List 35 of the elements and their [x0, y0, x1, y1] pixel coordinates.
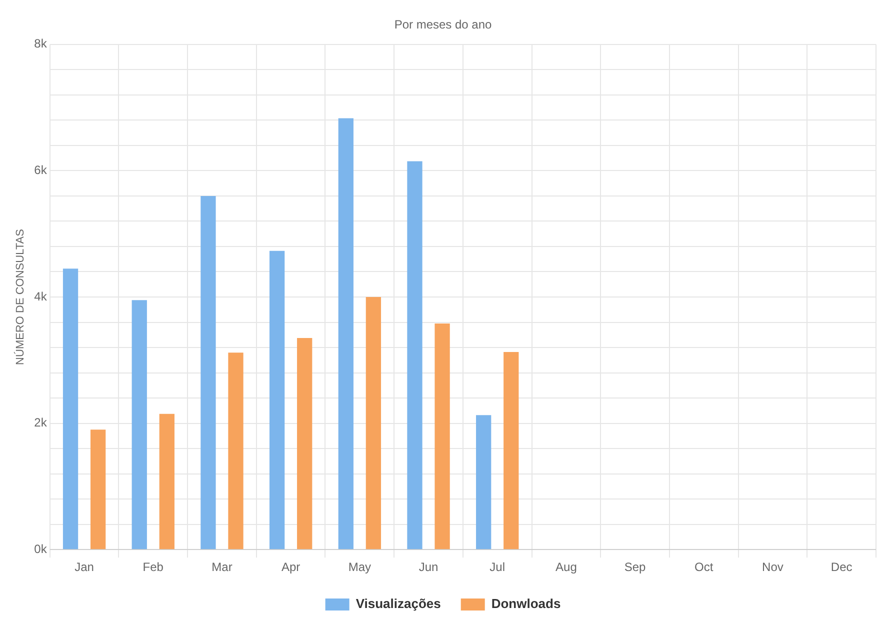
bar: [504, 352, 519, 550]
y-axis-title: NÚMERO DE CONSULTAS: [14, 229, 27, 365]
x-tick-label: Dec: [830, 560, 852, 574]
bar: [407, 161, 422, 550]
bar: [90, 430, 106, 550]
x-tick-label: Apr: [281, 560, 300, 574]
x-tick-label: Mar: [212, 560, 232, 574]
x-tick-label: Jul: [490, 560, 506, 574]
legend-label: Visualizações: [356, 596, 441, 612]
bar: [132, 300, 147, 550]
bar: [159, 414, 174, 550]
bar: [434, 324, 450, 550]
x-tick-label: May: [348, 560, 372, 574]
x-tick-label: Feb: [142, 560, 164, 574]
x-tick-label: Jun: [418, 560, 438, 574]
bar: [338, 118, 354, 550]
y-tick-label: 6k: [34, 163, 48, 178]
chart-subtitle: Por meses do ano: [394, 18, 492, 32]
bar: [62, 268, 78, 550]
x-tick-label: Jan: [74, 560, 94, 574]
bar: [228, 352, 244, 550]
x-tick-label: Oct: [694, 560, 714, 574]
bar: [269, 250, 285, 550]
legend-label: Donwloads: [491, 596, 561, 612]
y-tick-label: 4k: [34, 289, 48, 304]
x-tick-label: Nov: [762, 560, 784, 574]
x-tick-label: Aug: [556, 560, 577, 574]
y-tick-label: 0k: [34, 542, 48, 556]
y-tick-label: 2k: [34, 416, 48, 430]
bar: [366, 297, 382, 550]
y-tick-label: 8k: [34, 36, 48, 51]
bar: [200, 196, 216, 550]
x-tick-label: Sep: [624, 560, 646, 574]
bar: [476, 415, 492, 550]
bar: [297, 338, 312, 550]
